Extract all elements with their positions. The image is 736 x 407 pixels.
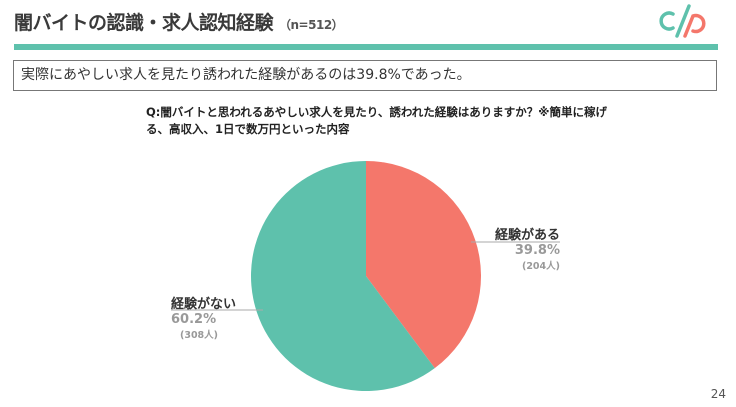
label-experienced: 経験がある 39.8% (204人) <box>460 224 560 272</box>
slice-label: 経験がない <box>171 297 237 312</box>
sample-size: （n=512） <box>279 18 344 32</box>
pie-slice-0 <box>366 161 481 369</box>
page-title: 闇バイトの認識・求人認知経験 （n=512） <box>14 8 344 35</box>
title-text: 闇バイトの認識・求人認知経験 <box>14 12 274 34</box>
slice-percent: 39.8% <box>514 243 560 258</box>
header-divider <box>14 44 718 50</box>
pie-slice-1 <box>250 161 435 391</box>
summary-box: 実際にあやしい求人を見たり誘われた経験があるのは39.8%であった。 <box>13 60 717 91</box>
slice-count: (308人) <box>180 330 219 341</box>
slice-percent: 60.2% <box>171 312 217 327</box>
slice-count: (204人) <box>521 261 560 272</box>
brand-logo <box>659 4 706 38</box>
chart-title: Q:闇バイトと思われるあやしい求人を見たり、誘われた経験はありますか？※簡単に稼… <box>146 105 607 136</box>
page-number: 24 <box>710 387 726 401</box>
label-not-experienced: 経験がない 60.2% (308人) <box>171 293 271 341</box>
slice-label: 経験がある <box>494 228 560 243</box>
